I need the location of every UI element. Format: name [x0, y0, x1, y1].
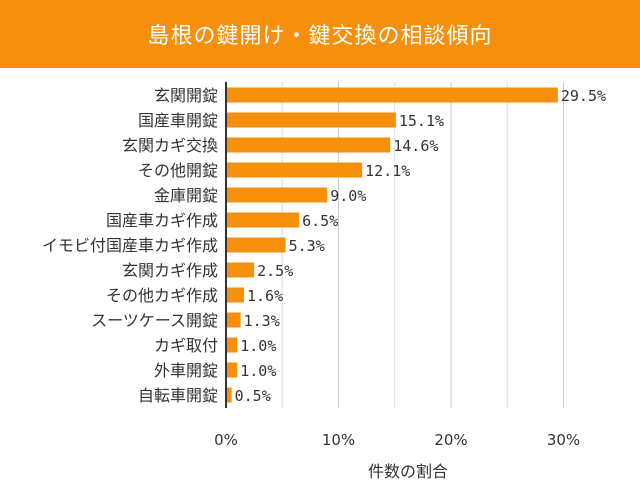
- bar-2: [226, 112, 396, 128]
- x-tick-label-0: 0%: [214, 431, 238, 449]
- value-label-13: 0.5%: [235, 387, 271, 405]
- x-tick-label-20: 20%: [434, 431, 467, 449]
- gridlines: [281, 82, 564, 408]
- bar-8: [226, 262, 255, 278]
- bar-4: [226, 162, 363, 178]
- category-label-4: その他開錠: [138, 161, 218, 180]
- category-label-11: カギ取付: [154, 336, 218, 355]
- category-label-7: イモビ付国産車カギ作成: [42, 236, 218, 255]
- bar-12: [226, 362, 238, 378]
- value-label-6: 6.5%: [302, 212, 338, 230]
- bar-5: [226, 187, 328, 203]
- value-label-10: 1.3%: [244, 312, 280, 330]
- value-label-5: 9.0%: [330, 187, 366, 205]
- value-label-8: 2.5%: [257, 262, 293, 280]
- bar-3: [226, 137, 391, 153]
- bars: [226, 87, 558, 403]
- value-label-11: 1.0%: [240, 337, 276, 355]
- value-label-2: 15.1%: [399, 112, 444, 130]
- category-label-1: 玄関開錠: [154, 86, 218, 105]
- category-label-8: 玄関カギ作成: [122, 261, 218, 280]
- bar-13: [226, 387, 232, 403]
- category-label-5: 金庫開錠: [154, 186, 218, 205]
- category-label-9: その他カギ作成: [106, 286, 218, 305]
- bar-10: [226, 312, 241, 328]
- category-label-2: 国産車開錠: [138, 111, 218, 130]
- chart-title: 島根の鍵開け・鍵交換の相談傾向: [0, 0, 640, 68]
- bar-11: [226, 337, 238, 353]
- bar-1: [226, 87, 558, 103]
- bar-9: [226, 287, 244, 303]
- category-label-3: 玄関カギ交換: [122, 136, 218, 155]
- bar-7: [226, 237, 286, 253]
- value-label-3: 14.6%: [393, 137, 438, 155]
- value-label-1: 29.5%: [561, 87, 606, 105]
- category-labels: 玄関開錠国産車開錠玄関カギ交換その他開錠金庫開錠国産車カギ作成イモビ付国産車カギ…: [42, 86, 218, 405]
- value-label-4: 12.1%: [365, 162, 410, 180]
- bar-6: [226, 212, 300, 228]
- x-tick-label-10: 10%: [322, 431, 355, 449]
- x-axis-title: 件数の割合: [368, 462, 448, 481]
- value-labels: 29.5% 15.1% 14.6% 12.1% 9.0% 6.5% 5.3% 2.5% 1.6%…: [235, 87, 606, 405]
- value-label-12: 1.0%: [240, 362, 276, 380]
- category-label-13: 自転車開錠: [138, 386, 218, 405]
- value-label-9: 1.6%: [247, 287, 283, 305]
- x-tick-labels: 0% 10% 20% 30%: [214, 431, 580, 449]
- x-tick-label-30: 30%: [547, 431, 580, 449]
- value-label-7: 5.3%: [289, 237, 325, 255]
- category-label-10: スーツケース開錠: [91, 311, 218, 330]
- category-label-6: 国産車カギ作成: [106, 211, 218, 230]
- category-label-12: 外車開錠: [154, 361, 218, 380]
